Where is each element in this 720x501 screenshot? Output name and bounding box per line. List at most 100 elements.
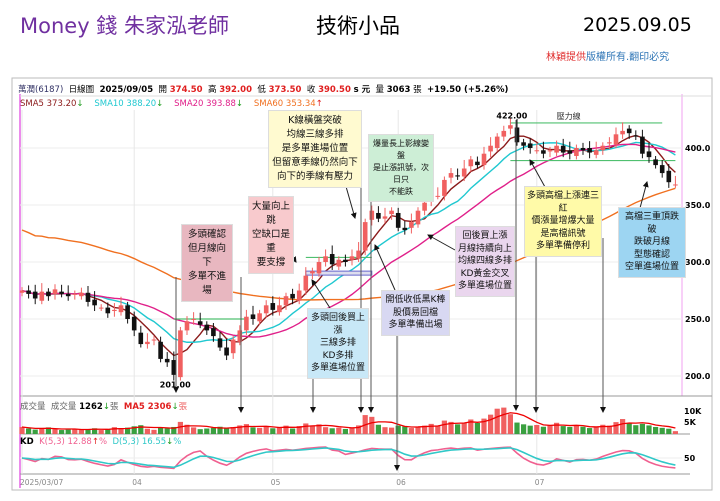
candle-body	[145, 341, 150, 345]
volume-bar	[448, 421, 454, 434]
candle-body	[468, 159, 474, 167]
candle	[349, 249, 355, 266]
candle	[409, 213, 414, 234]
volume-bar	[587, 428, 593, 434]
volume-bar	[455, 424, 461, 434]
volume-bar	[349, 427, 355, 434]
annotation-arrow	[374, 244, 396, 291]
candle-body	[138, 332, 144, 345]
candle	[514, 118, 520, 146]
x-tick-label: 2025/03/07	[20, 478, 63, 487]
volume-bar	[171, 426, 177, 434]
volume-bar	[177, 421, 183, 434]
candle-body	[230, 339, 236, 354]
candle	[316, 256, 322, 277]
x-tick-label: 05	[271, 478, 281, 487]
candle-body	[52, 289, 58, 294]
volume-bar	[646, 425, 652, 434]
vol-unit: 張	[413, 85, 422, 95]
candle	[290, 288, 295, 305]
candle	[171, 351, 177, 381]
candle	[402, 220, 408, 235]
volume-bar	[408, 428, 414, 434]
volume-bar	[270, 428, 276, 434]
candle-body	[659, 165, 665, 174]
candle-body	[151, 339, 157, 341]
change-value: +19.50 (+5.26%)	[427, 85, 509, 95]
copyright: 林穎提供版權所有.翻印必究	[546, 48, 669, 63]
volume-bar	[98, 430, 104, 434]
candle-body	[105, 307, 111, 314]
candle	[369, 205, 375, 226]
candle-body	[211, 328, 216, 337]
volume-bar	[164, 428, 170, 434]
volume-bar	[620, 419, 626, 434]
x-tick-label: 04	[132, 478, 142, 487]
candle	[527, 138, 533, 154]
candle	[26, 285, 31, 299]
volume-bar	[257, 427, 263, 434]
brand-title: Money 錢 朱家泓老師	[20, 14, 229, 38]
volume-bar	[144, 428, 150, 434]
candle	[607, 137, 612, 150]
volume-bar	[210, 427, 216, 434]
candle	[626, 125, 632, 139]
candle-body	[336, 259, 342, 267]
volume-bar	[547, 425, 553, 434]
quote-date: 2025/09/05	[99, 85, 154, 95]
volume-bar	[204, 428, 210, 434]
volume-bar	[65, 429, 71, 434]
candle	[534, 143, 540, 154]
volume-bar	[230, 427, 236, 434]
volume-bar	[422, 425, 428, 434]
volume-bar	[237, 425, 243, 434]
volume-bar	[217, 426, 223, 434]
candle	[224, 338, 229, 361]
candle	[600, 142, 606, 155]
volume-bar	[85, 429, 91, 434]
candle-body	[587, 148, 592, 153]
candle-body	[270, 303, 276, 310]
volume-bar	[290, 428, 296, 434]
candle-body	[554, 145, 559, 153]
volume-bar	[606, 425, 612, 434]
annotation-breakout: K線橫盤突破 均線三線多排 是多單進場位置 但留意季線仍然向下 向下的季線有壓力	[268, 110, 362, 188]
volume-bar	[342, 428, 348, 434]
ma-legend-item: SMA20 393.88↓	[174, 99, 254, 109]
candle	[230, 336, 236, 359]
volume-bar	[573, 425, 579, 434]
volume-ma-line	[21, 412, 676, 431]
volume-bar	[263, 426, 269, 434]
candle	[468, 155, 474, 172]
candle-body	[620, 130, 625, 135]
candle	[125, 301, 130, 324]
volume-bar	[356, 425, 362, 434]
open-value: 374.50	[169, 85, 203, 95]
candle-body	[369, 210, 375, 220]
candle	[105, 302, 111, 318]
candle	[653, 155, 658, 169]
candle-body	[171, 360, 177, 375]
volume-bar	[329, 428, 335, 434]
candle-body	[349, 256, 355, 260]
k-unit: %	[98, 437, 108, 447]
candle-body	[19, 290, 25, 293]
candle	[79, 287, 84, 300]
candle-body	[455, 175, 460, 177]
candle	[560, 138, 566, 158]
d-dir: ↓	[166, 437, 174, 447]
volume-bar	[151, 429, 157, 434]
candle	[389, 207, 394, 220]
candle-body	[290, 293, 295, 299]
volume-bar	[78, 429, 84, 434]
stock-header: 萬潤(6187) 日線圖 2025/09/05 開 374.50 高 392.0…	[18, 83, 508, 95]
candle-body	[65, 293, 71, 297]
volume-bar	[494, 408, 500, 434]
annotation-upper-shadow: 爆量長上影線變盤 是止漲訊號，次日只 不能跌	[368, 134, 434, 202]
volume-bar	[52, 429, 58, 434]
candle	[461, 159, 467, 182]
candle-body	[514, 127, 520, 143]
y-tick-label: 400.0	[685, 144, 711, 153]
candle	[646, 142, 652, 163]
candle	[448, 167, 454, 184]
